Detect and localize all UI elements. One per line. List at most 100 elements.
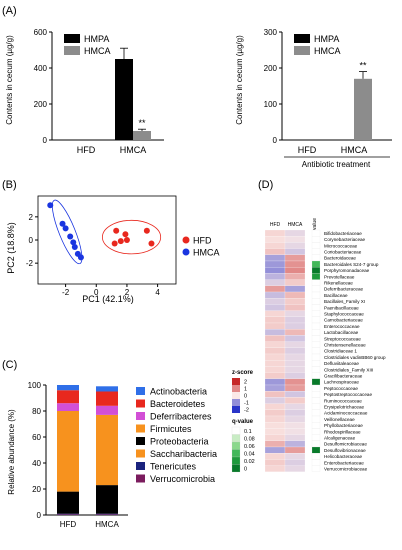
d-heatmap-cell	[284, 260, 306, 268]
d-qvalue-cell	[311, 360, 321, 367]
a-left-ylabel: Contents in cecum (µg/g)	[5, 35, 14, 125]
d-heatmap-cell	[284, 465, 306, 472]
d-heatmap-cell	[264, 440, 286, 448]
d-zscore-tick: 2	[244, 380, 247, 386]
d-row-label: Desulfovibrionaceae	[324, 448, 366, 453]
d-heatmap-cell	[284, 310, 306, 317]
c-legend-swatch	[136, 412, 145, 420]
d-heatmap-cell	[264, 409, 286, 417]
c-legend-swatch	[136, 437, 145, 445]
b-point-hfd	[122, 231, 129, 238]
d-qlegend-swatch	[231, 426, 241, 435]
d-qvalue-cell	[311, 236, 321, 243]
d-qvalue-cell	[311, 304, 321, 311]
d-qvalue-cell	[311, 440, 321, 448]
c-bar-segment	[96, 514, 118, 515]
d-heatmap-cell	[264, 353, 286, 361]
d-heatmap-cell	[264, 428, 286, 435]
c-ytick-label: 0	[37, 511, 42, 520]
d-heatmap-cell	[284, 440, 306, 448]
c-bar-segment	[96, 485, 118, 514]
d-row-label: Rikenellaceae	[324, 281, 353, 286]
c-cat-hfd: HFD	[60, 520, 77, 529]
d-qlegend-swatch	[231, 441, 241, 450]
c-legend-swatch	[136, 424, 145, 433]
d-qlegend-swatch	[231, 434, 241, 443]
d-row-label: Verrucomicrobiaceae	[324, 467, 368, 472]
d-heatmap-cell	[284, 291, 306, 299]
b-point-hmca	[67, 233, 74, 240]
d-heatmap-cell	[264, 267, 286, 274]
d-qvalue-cell	[311, 285, 321, 293]
c-bar-segment	[57, 411, 79, 492]
c-legend-label: Bacteroidetes	[150, 399, 206, 409]
c-legend-label: Proteobacteria	[150, 437, 209, 447]
d-heatmap-cell	[264, 446, 286, 454]
d-heatmap-cell	[284, 335, 306, 342]
b-ytick-label: 0	[29, 236, 34, 245]
aR-ytick-label: 200	[264, 64, 278, 73]
d-heatmap-cell	[264, 360, 286, 367]
panel-label-a: (A)	[2, 5, 17, 17]
d-row-label: Christensenellaceae	[324, 343, 366, 348]
aR-legend-label: HMCA	[314, 46, 341, 56]
b-point-hmca	[70, 239, 77, 246]
d-heatmap-cell	[284, 254, 306, 262]
d-heatmap-cell	[284, 453, 306, 460]
aL-ytick-label: 600	[34, 28, 48, 37]
a-right-cat-hfd: HFD	[298, 145, 317, 155]
d-row-label: Micrococcaceae	[324, 243, 358, 248]
a-right-ylabel: Contents in cecum (µg/g)	[235, 35, 244, 125]
d-zscore-tick: 1	[244, 387, 247, 393]
d-heatmap-cell	[284, 236, 306, 243]
d-heatmap-cell	[264, 322, 286, 330]
panel-label-d: (D)	[258, 179, 273, 191]
chart-d-heatmap: HFD HMCA q-value BifidobacteriaceaeCoryn…	[231, 218, 386, 472]
d-heatmap-cell	[264, 341, 286, 348]
c-legend-label: Tenericutes	[150, 462, 197, 472]
b-point-hmca	[77, 254, 84, 261]
aL-ytick-label: 0	[43, 136, 48, 145]
d-heatmap-cell	[284, 242, 306, 249]
d-row-label: Ruminococcaceae	[324, 398, 362, 403]
d-row-label: Lactobacillaceae	[324, 330, 359, 335]
c-legend-label: Saccharibacteria	[150, 449, 217, 459]
c-ylabel: Relative abundance (%)	[7, 409, 16, 495]
c-bar-segment	[96, 405, 118, 415]
d-heatmap-cell	[284, 353, 306, 361]
d-zscore-title: z-score	[232, 370, 254, 376]
d-heatmap-cell	[264, 298, 286, 305]
c-legend-label: Firmicutes	[150, 424, 192, 434]
d-qvalue-cell	[311, 428, 321, 435]
d-heatmap-cell	[284, 273, 306, 280]
d-heatmap-cell	[284, 372, 306, 379]
d-row-label: Deferribacteraceae	[324, 287, 364, 292]
b-ellipse-hmca	[51, 199, 83, 265]
d-qvalue-cell	[311, 310, 321, 317]
d-qvalue-cell	[311, 229, 321, 237]
b-xtick-label: 4	[155, 288, 160, 297]
d-qvalue-cell	[311, 453, 321, 460]
c-bar-segment	[96, 414, 118, 486]
d-row-label: Bacillales_Family XI	[324, 299, 365, 304]
d-qvalue-cell	[311, 347, 321, 355]
d-heatmap-cell	[264, 291, 286, 299]
chart-a-left: Contents in cecum (µg/g) 0 200 400 600 ** H…	[5, 28, 164, 155]
c-bar-segment	[57, 390, 79, 404]
c-ytick-label: 60	[32, 433, 41, 442]
d-row-label: Bacteroidales S24-7 group	[324, 262, 379, 267]
b-plot-frame	[37, 195, 177, 285]
panel-label-c: (C)	[2, 359, 17, 371]
d-heatmap-cell	[264, 347, 286, 355]
d-heatmap-cell	[264, 465, 286, 472]
d-qvalue-cell	[311, 378, 321, 386]
c-bar-segment	[57, 491, 79, 514]
d-col-hmca: HMCA	[288, 222, 303, 228]
b-point-hmca	[59, 220, 66, 227]
b-point-hmca	[47, 202, 54, 209]
aL-legend-swatch	[64, 34, 80, 43]
d-qlegend-tick: 0	[244, 466, 247, 472]
d-qvalue-cell	[311, 415, 321, 423]
d-row-label: Streptococcaceae	[324, 336, 361, 341]
d-heatmap-cell	[284, 384, 306, 392]
